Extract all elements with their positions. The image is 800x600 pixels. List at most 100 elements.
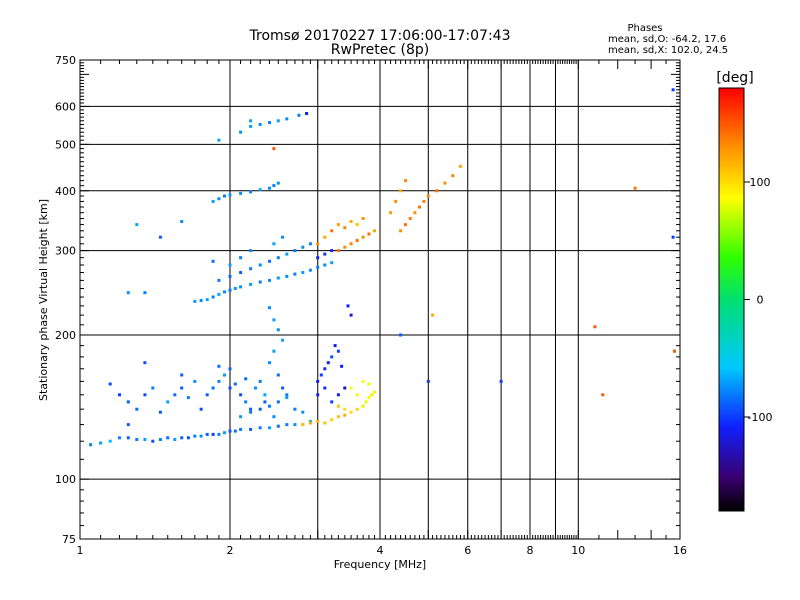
data-point [223,373,226,377]
data-point [268,361,271,365]
y-tick-label: 300 [55,245,76,258]
data-point [336,393,340,397]
data-point [272,349,276,353]
data-point [239,271,243,274]
data-point [443,181,447,185]
data-point [319,373,323,377]
x-tick-label: 16 [673,544,687,557]
data-point [301,423,305,427]
data-point [186,396,190,400]
data-point [316,265,320,269]
data-point [285,274,289,278]
data-point [223,431,226,435]
data-point [673,349,676,353]
data-point [301,245,305,249]
data-point [435,189,439,193]
data-point [228,263,232,267]
data-point [408,217,412,220]
data-point [349,220,353,223]
data-point [601,393,605,397]
data-point [301,271,305,274]
data-point [268,278,271,282]
data-point [316,242,320,246]
data-point [228,429,232,433]
data-point [223,194,226,198]
data-point [205,298,209,302]
y-axis-title: Stationary phase Virtual Height [km] [37,199,50,401]
data-point [135,407,139,411]
data-point [413,211,417,215]
data-point [158,438,162,441]
data-point [330,418,334,422]
data-point [355,239,359,242]
data-point [343,226,347,230]
data-point [239,393,243,397]
data-point [316,379,320,383]
data-point [361,404,365,408]
data-point [173,438,177,441]
data-point [239,285,243,289]
data-point [166,436,170,440]
data-point [244,377,248,381]
data-point [135,223,139,227]
data-point [633,186,637,190]
y-tick-labels: 75 100 200 300 400 500 600 750 [55,54,76,546]
data-point [143,291,147,295]
data-point [340,364,344,368]
data-point [349,242,353,246]
data-point [211,295,215,299]
data-point [211,386,215,390]
data-point [186,436,190,440]
data-point [258,263,262,267]
data-point [330,249,334,253]
x-axis-title: Frequency [MHz] [334,558,426,571]
data-point [323,235,327,239]
chart-title: Tromsø 20170227 17:06:00-17:07:43 [249,28,511,44]
data-point [254,386,257,390]
data-point [272,318,276,322]
data-point [205,393,209,397]
data-point [108,439,112,443]
data-point [293,272,297,276]
data-point [217,138,221,142]
data-point [593,325,597,329]
data-point [118,393,121,397]
data-point [180,373,184,377]
data-point [268,404,271,408]
data-point [180,436,184,440]
data-point [281,386,285,390]
data-point [211,199,215,203]
data-point [370,393,374,397]
data-point [249,282,253,286]
x-tick-label: 8 [527,544,534,557]
data-point [228,367,232,371]
data-point [293,423,297,427]
data-point [293,407,297,411]
data-point [308,268,312,272]
data-point [199,434,203,438]
data-point [228,288,232,292]
data-point [343,413,347,417]
data-point [326,361,330,365]
data-point [671,88,675,92]
data-point [671,235,675,239]
data-point [268,306,271,310]
stats-header: Phases [627,23,662,34]
data-point [89,443,93,447]
data-point [249,190,253,194]
data-point [336,223,340,227]
data-point [355,223,359,227]
y-tick-label: 75 [62,533,76,546]
data-point [276,119,280,123]
data-point [336,249,340,253]
y-tick-label: 100 [55,473,76,486]
data-point [239,191,243,195]
data-point [126,291,130,295]
data-point [316,256,320,260]
data-point [180,386,184,390]
data-point [367,232,371,236]
axis-ticks [79,59,681,540]
data-point [258,280,262,284]
data-point [431,313,435,317]
data-point [258,188,262,192]
